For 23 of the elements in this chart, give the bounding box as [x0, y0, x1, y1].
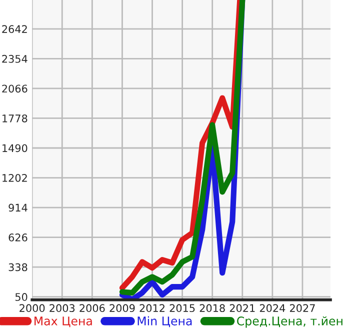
x-tick-label: 2006	[80, 304, 105, 312]
x-tick-label: 2024	[260, 304, 286, 312]
x-tick-label: 2018	[200, 304, 225, 312]
y-tick-label: 50	[15, 293, 28, 301]
x-tick-label: 2009	[110, 304, 135, 312]
legend-label: Min Цена	[138, 316, 192, 328]
y-tick-label: 626	[8, 234, 28, 242]
x-tick-label: 2003	[50, 304, 75, 312]
y-tick-label: 2066	[2, 84, 28, 93]
legend-label: Сред.Цена, т.йен	[237, 316, 342, 328]
y-tick-label: 914	[8, 204, 28, 212]
legend-label: Max Цена	[34, 316, 92, 328]
x-tick-label: 2000	[20, 304, 45, 312]
y-tick-label: 1778	[2, 114, 28, 122]
x-tick-label: 2027	[290, 304, 315, 312]
y-tick-label: 2642	[2, 25, 27, 34]
y-tick-label: 2354	[2, 54, 28, 63]
x-tick-label: 2021	[230, 304, 255, 312]
y-tick-label: 1490	[2, 144, 28, 152]
y-tick-label: 338	[8, 263, 28, 272]
y-tick-label: 1202	[2, 174, 27, 182]
x-tick-label: 2012	[140, 304, 164, 312]
x-tick-label: 2015	[170, 304, 195, 312]
